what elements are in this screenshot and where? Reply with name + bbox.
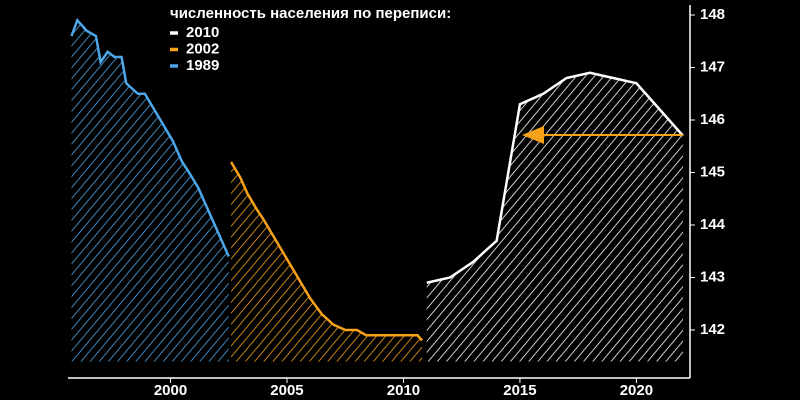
line [426,71,684,284]
x-tick-label: 2010 [387,382,420,399]
legend-label: 2002 [186,40,219,57]
legend-label: 1989 [186,57,219,74]
annotation-arrow [522,126,683,144]
legend-label: 2010 [186,24,219,41]
area [426,72,684,362]
y-tick-label: 147 [700,58,725,75]
x-tick-label: 2020 [620,382,653,399]
x-tick-label: 2015 [503,382,536,399]
y-tick-label: 146 [700,111,725,128]
y-tick-label: 142 [700,321,725,338]
y-tick-label: 143 [700,268,725,285]
y-tick-label: 144 [700,216,726,233]
area [231,162,423,362]
legend-title: численность населения по переписи: [170,5,451,22]
line [70,17,230,258]
x-tick-label: 2005 [270,382,303,399]
y-tick-label: 145 [700,163,725,180]
y-tick-label: 148 [700,6,725,23]
line [229,161,424,342]
area [71,20,229,362]
x-tick-label: 2000 [154,382,187,399]
